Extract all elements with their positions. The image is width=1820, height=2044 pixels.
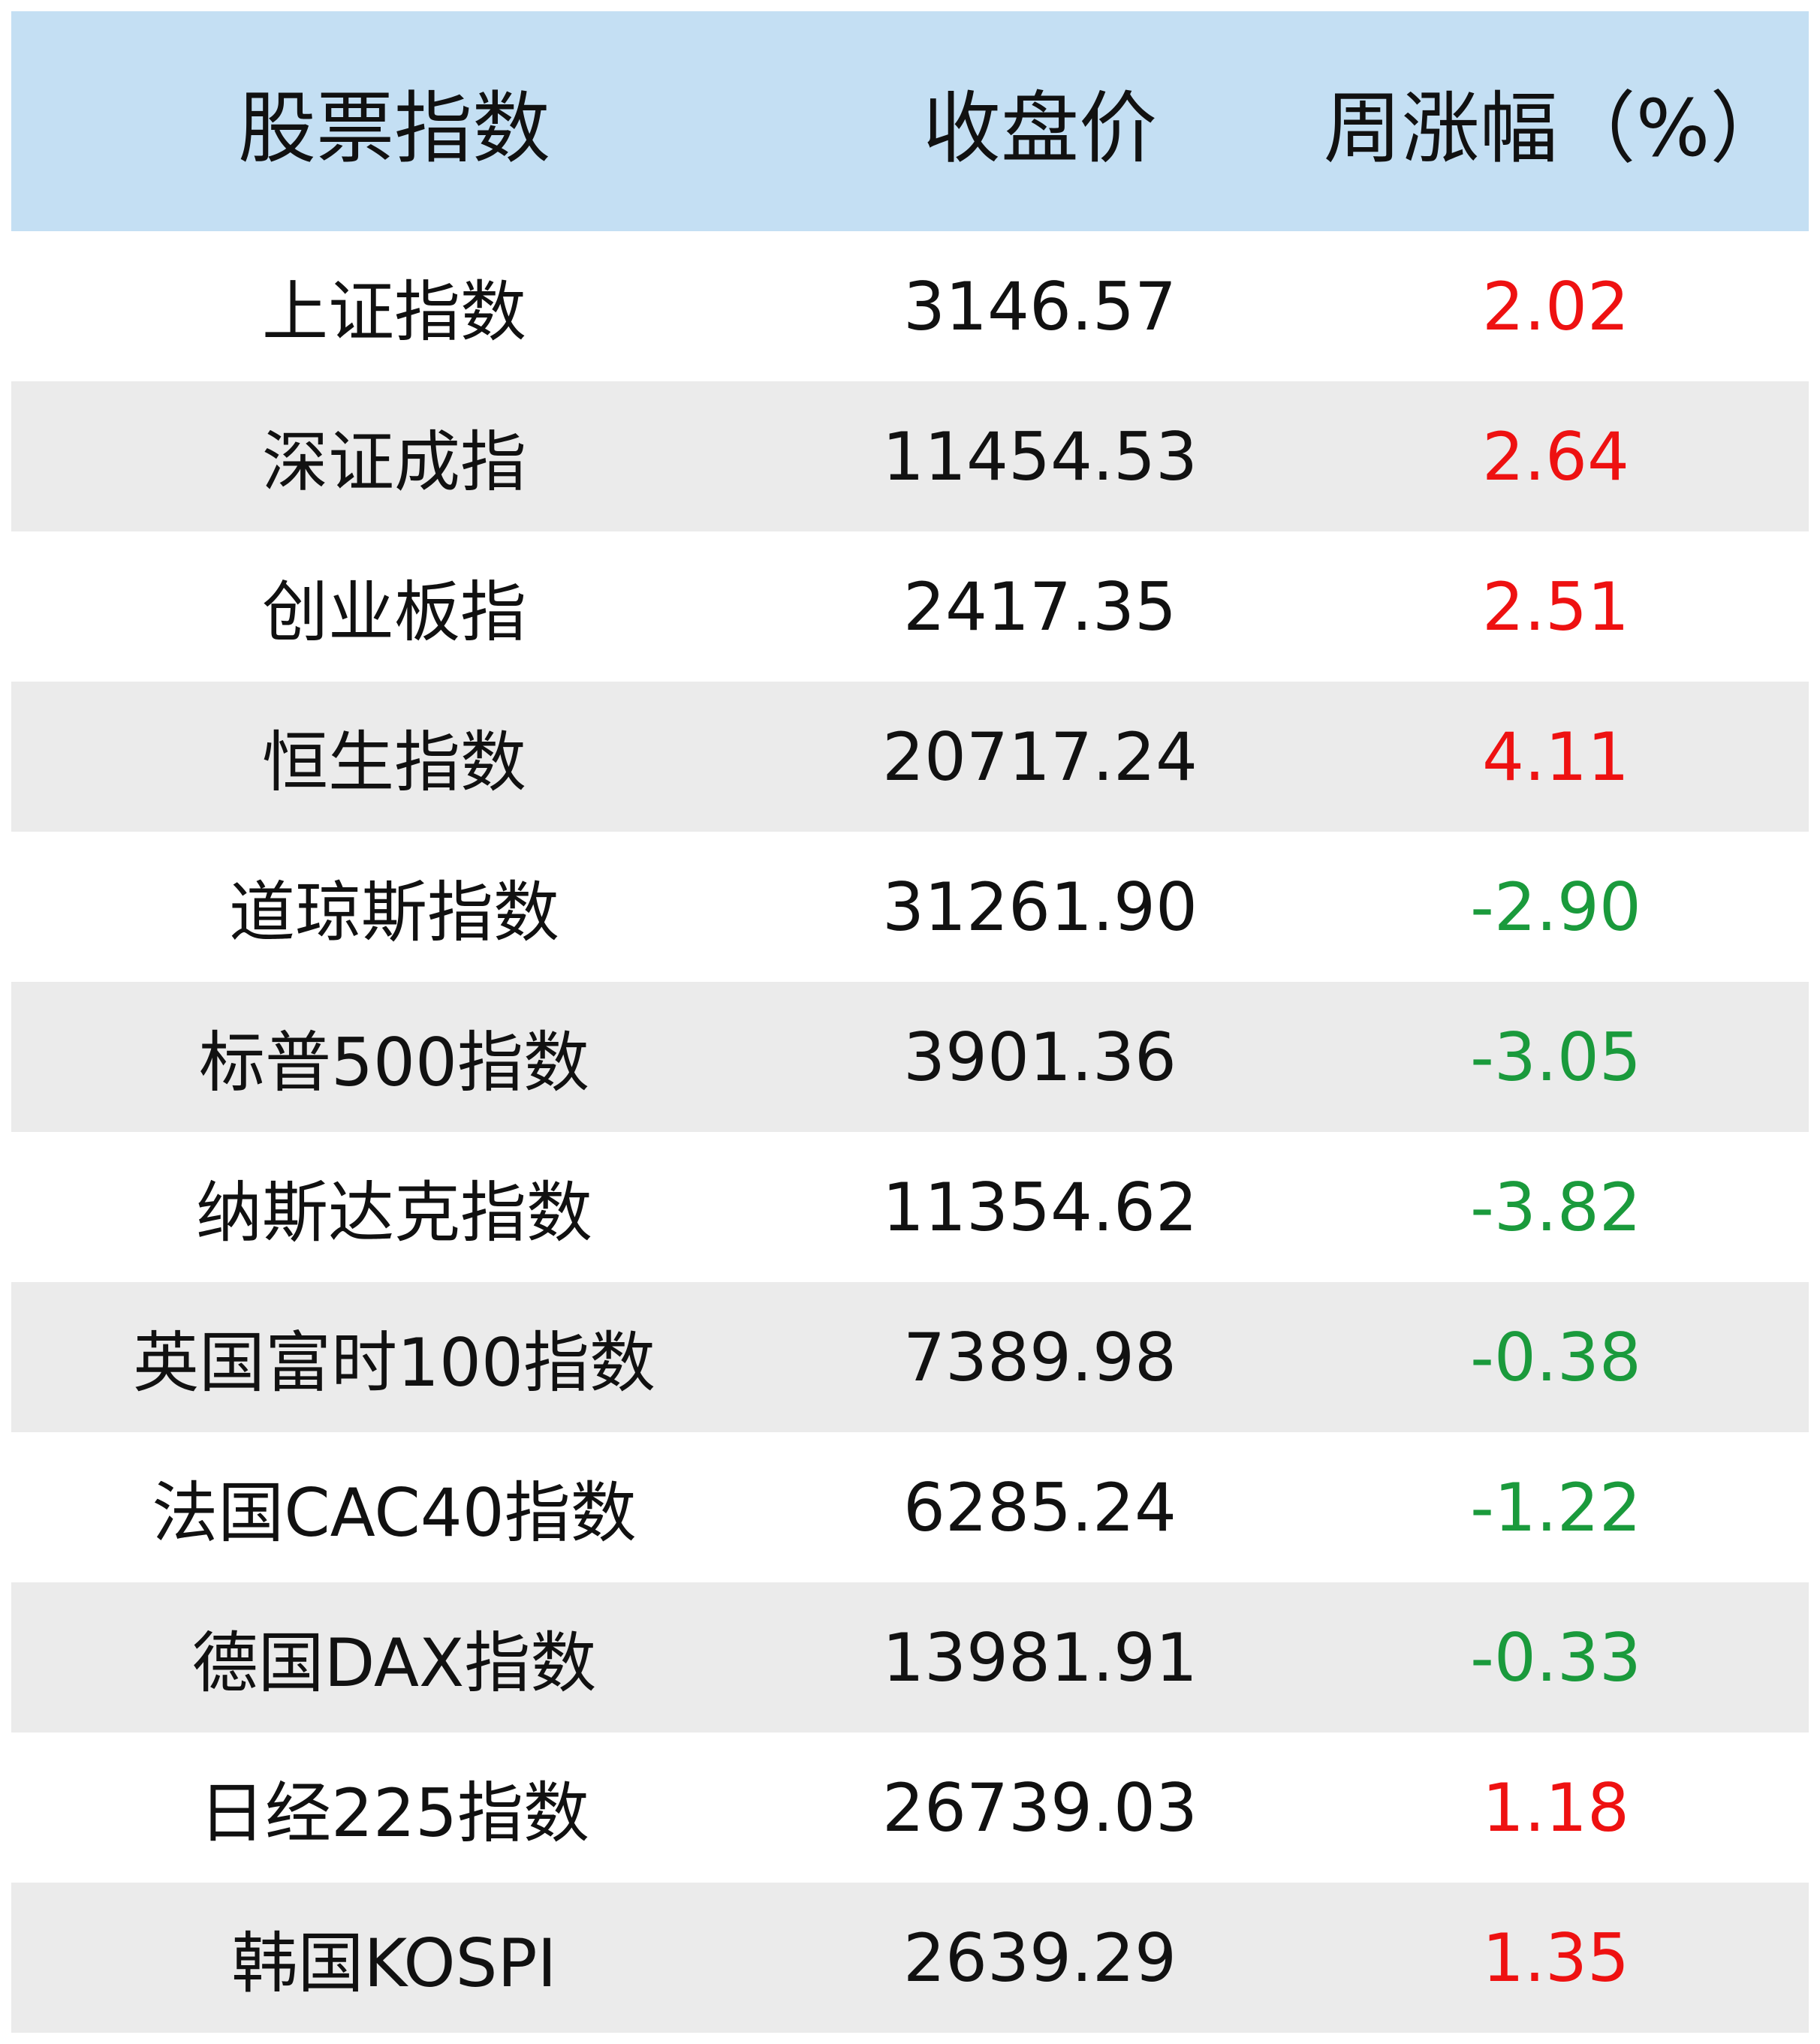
table-row: 道琼斯指数 31261.90 -2.90	[11, 832, 1809, 982]
close-price-cell: 20717.24	[882, 718, 1198, 796]
header-index-name: 股票指数	[237, 83, 550, 174]
weekly-change-cell: -3.05	[1470, 1018, 1641, 1096]
close-price-cell: 11454.53	[882, 417, 1198, 495]
index-name-cell: 道琼斯指数	[228, 873, 559, 951]
weekly-change-cell: 2.02	[1482, 267, 1629, 345]
index-name-cell: 韩国KOSPI	[231, 1924, 557, 2002]
table-row: 上证指数 3146.57 2.02	[11, 231, 1809, 381]
index-name-cell: 标普500指数	[199, 1023, 589, 1101]
table-body: 上证指数 3146.57 2.02 深证成指 11454.53 2.64 创业板指 2417.…	[11, 231, 1809, 2033]
weekly-change-cell: -0.38	[1470, 1318, 1641, 1396]
weekly-change-cell: 2.51	[1482, 567, 1629, 646]
weekly-change-cell: 1.35	[1482, 1919, 1629, 1997]
index-name-cell: 上证指数	[261, 272, 526, 351]
index-name-cell: 创业板指	[261, 573, 526, 651]
weekly-change-cell: -1.22	[1470, 1468, 1641, 1546]
stock-index-table: 股票指数 收盘价 周涨幅（%） 上证指数 3146.57 2.02 深证成指 11454…	[11, 11, 1809, 2033]
close-price-cell: 31261.90	[882, 868, 1198, 946]
table-row: 深证成指 11454.53 2.64	[11, 381, 1809, 531]
index-name-cell: 日经225指数	[199, 1774, 589, 1852]
weekly-change-cell: -0.33	[1470, 1618, 1641, 1696]
table-row: 英国富时100指数 7389.98 -0.38	[11, 1282, 1809, 1432]
index-name-cell: 纳斯达克指数	[195, 1173, 592, 1251]
weekly-change-cell: -2.90	[1470, 868, 1641, 946]
table-row: 恒生指数 20717.24 4.11	[11, 682, 1809, 832]
close-price-cell: 2417.35	[903, 567, 1177, 646]
weekly-change-cell: 4.11	[1482, 718, 1629, 796]
close-price-cell: 3901.36	[903, 1018, 1177, 1096]
close-price-cell: 13981.91	[882, 1618, 1198, 1696]
index-name-cell: 法国CAC40指数	[152, 1474, 637, 1552]
table-row: 韩国KOSPI 2639.29 1.35	[11, 1883, 1809, 2033]
index-name-cell: 英国富时100指数	[133, 1323, 655, 1401]
close-price-cell: 3146.57	[903, 267, 1177, 345]
table-row: 标普500指数 3901.36 -3.05	[11, 982, 1809, 1132]
weekly-change-cell: 2.64	[1482, 417, 1629, 495]
header-weekly-change: 周涨幅（%）	[1323, 83, 1788, 174]
table-row: 法国CAC40指数 6285.24 -1.22	[11, 1432, 1809, 1582]
close-price-cell: 11354.62	[882, 1168, 1198, 1246]
table-row: 创业板指 2417.35 2.51	[11, 531, 1809, 682]
index-name-cell: 恒生指数	[261, 723, 526, 801]
weekly-change-cell: -3.82	[1470, 1168, 1641, 1246]
table-row: 纳斯达克指数 11354.62 -3.82	[11, 1132, 1809, 1282]
close-price-cell: 2639.29	[903, 1919, 1177, 1997]
table-row: 德国DAX指数 13981.91 -0.33	[11, 1582, 1809, 1732]
close-price-cell: 7389.98	[903, 1318, 1177, 1396]
weekly-change-cell: 1.18	[1482, 1769, 1629, 1847]
close-price-cell: 26739.03	[882, 1769, 1198, 1847]
header-close-price: 收盘价	[922, 83, 1157, 174]
index-name-cell: 深证成指	[261, 423, 526, 501]
close-price-cell: 6285.24	[903, 1468, 1177, 1546]
index-name-cell: 德国DAX指数	[191, 1624, 597, 1702]
table-header: 股票指数 收盘价 周涨幅（%）	[11, 11, 1809, 231]
table-row: 日经225指数 26739.03 1.18	[11, 1732, 1809, 1883]
